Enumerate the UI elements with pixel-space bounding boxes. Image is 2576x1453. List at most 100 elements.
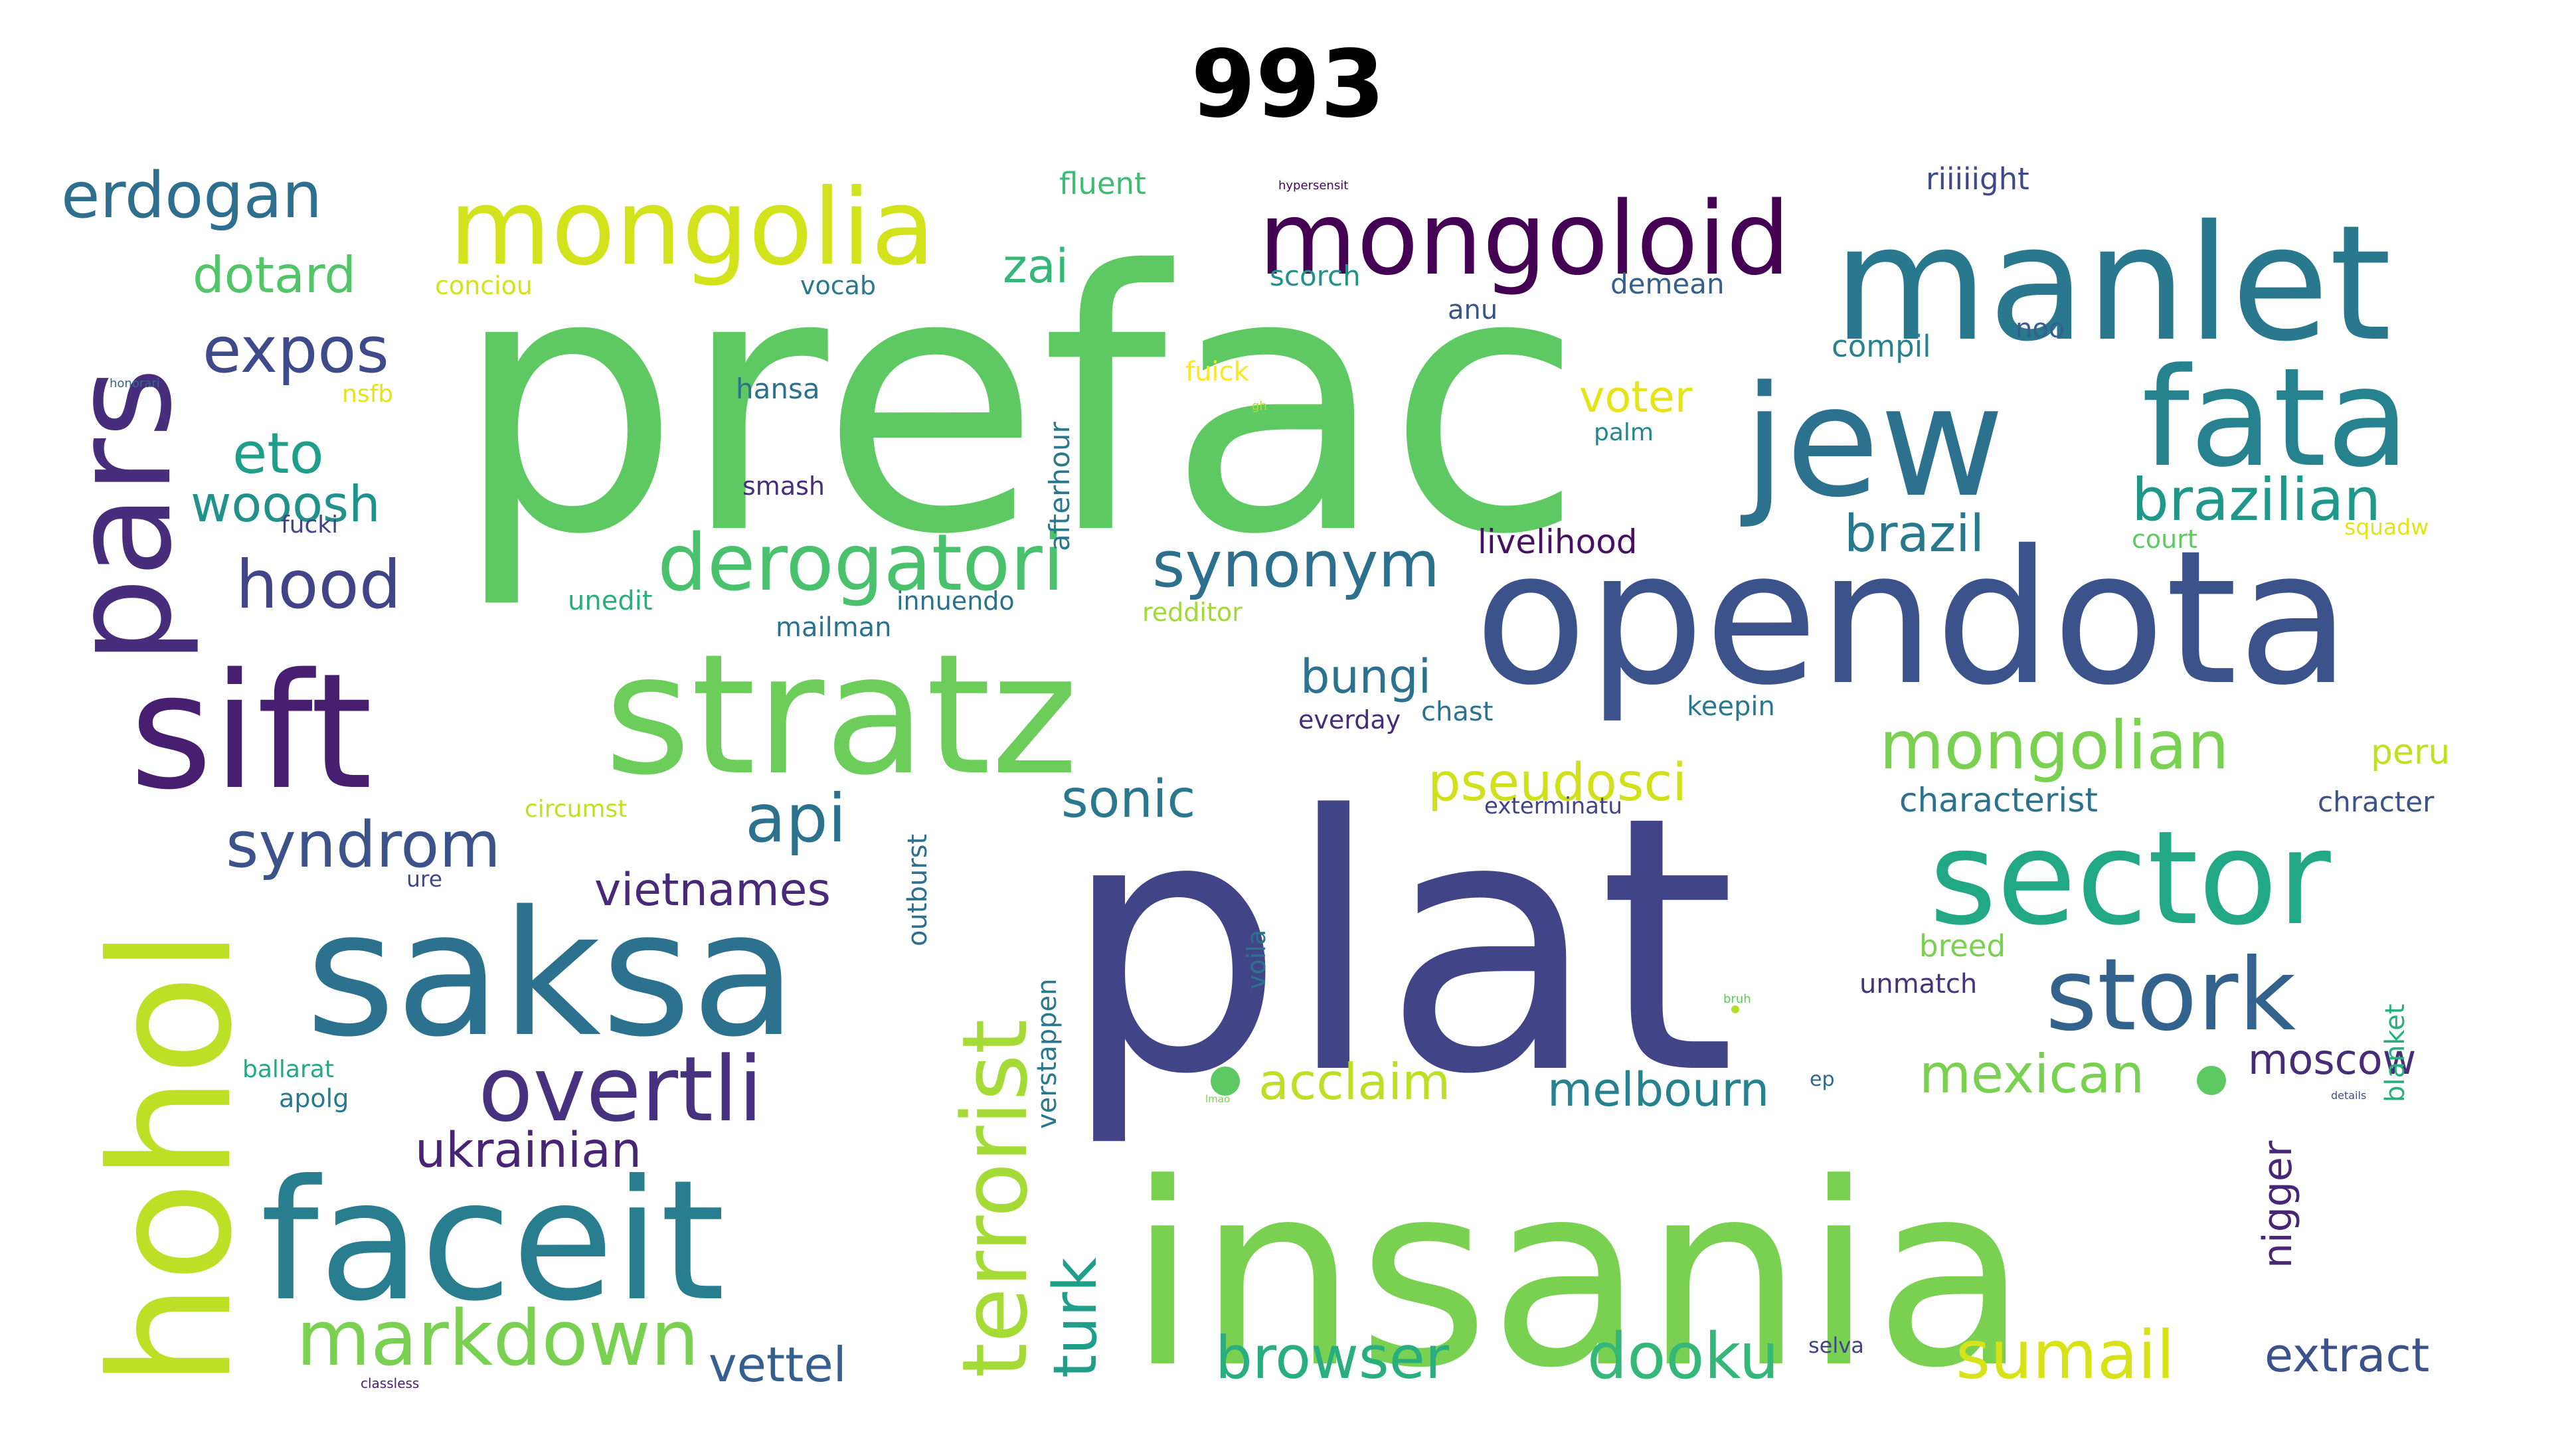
word-unmatch: unmatch — [1859, 969, 1977, 999]
word-everday: everday — [1298, 705, 1401, 734]
word-sift: sift — [129, 639, 373, 825]
word-faceit: faceit — [260, 1144, 725, 1337]
word-court: court — [2132, 525, 2197, 554]
word-lmao: lmao — [1205, 1093, 1230, 1105]
word-voila: voila — [1242, 930, 1271, 989]
word-mongoloid: mongoloid — [1258, 180, 1790, 298]
word-dot — [1731, 1005, 1739, 1013]
word-stork: stork — [2045, 938, 2296, 1053]
word-bungi: bungi — [1300, 649, 1431, 704]
word-nigger: nigger — [2255, 1140, 2301, 1268]
word-vietnames: vietnames — [594, 864, 831, 916]
word-api: api — [745, 780, 847, 857]
word-dot — [2197, 1066, 2226, 1095]
word-extract: extract — [2265, 1328, 2429, 1383]
word-derogatori: derogatori — [657, 517, 1065, 608]
word-dooku: dooku — [1587, 1320, 1779, 1393]
word-characterist: characterist — [1899, 781, 2098, 819]
word-innuendo: innuendo — [897, 586, 1015, 616]
word-mailman: mailman — [776, 612, 892, 643]
word-dot — [1211, 1067, 1240, 1096]
word-turk: turk — [1041, 1258, 1110, 1378]
word-riiiiight: riiiiight — [1926, 161, 2029, 197]
word-prefac: prefac — [453, 196, 1584, 613]
word-classless: classless — [361, 1375, 419, 1391]
word-demean: demean — [1610, 268, 1725, 300]
word-sumail: sumail — [1956, 1316, 2175, 1394]
word-keepin: keepin — [1687, 691, 1775, 722]
word-smash: smash — [742, 471, 825, 501]
word-overtli: overtli — [478, 1037, 763, 1142]
word-squadw: squadw — [2344, 514, 2429, 540]
word-dotard: dotard — [193, 246, 356, 304]
word-ep: ep — [1810, 1068, 1835, 1091]
word-livelihood: livelihood — [1478, 523, 1638, 561]
word-opendota: opendota — [1474, 511, 2351, 726]
word-afterhour: afterhour — [1043, 421, 1076, 551]
word-fata: fata — [2142, 339, 2410, 497]
word-apolg: apolg — [279, 1084, 349, 1113]
word-scorch: scorch — [1270, 260, 1361, 292]
word-manlet: manlet — [1833, 191, 2391, 377]
word-terrorist: terrorist — [943, 1019, 1047, 1378]
word-chracter: chracter — [2318, 786, 2435, 818]
word-noo: noo — [2016, 313, 2065, 344]
word-hansa: hansa — [736, 373, 820, 405]
word-voter: voter — [1579, 373, 1693, 422]
word-nsfb: nsfb — [342, 381, 393, 408]
word-breed: breed — [1919, 928, 2006, 964]
word-sector: sector — [1929, 803, 2332, 954]
word-pars: pars — [44, 367, 202, 664]
word-exterminatu: exterminatu — [1484, 793, 1622, 819]
word-saksa: saksa — [305, 875, 797, 1075]
word-vettel: vettel — [709, 1337, 847, 1393]
word-redditor: redditor — [1142, 598, 1243, 627]
word-syndrom: syndrom — [226, 809, 501, 882]
word-gh: gh — [1252, 399, 1267, 413]
word-mongolian: mongolian — [1879, 707, 2229, 784]
word-fuick: fuick — [1185, 357, 1250, 387]
word-conciou: conciou — [435, 271, 533, 300]
word-outburst: outburst — [902, 834, 933, 946]
word-anu: anu — [1448, 295, 1498, 325]
word-verstappen: verstappen — [1032, 978, 1063, 1129]
word-chast: chast — [1421, 697, 1493, 727]
word-acclaim: acclaim — [1258, 1053, 1450, 1111]
word-wooosh: wooosh — [191, 475, 381, 533]
word-mexican: mexican — [1919, 1043, 2144, 1105]
word-insania: insania — [1128, 1129, 2029, 1423]
word-vocab: vocab — [800, 271, 876, 300]
word-eto: eto — [232, 421, 324, 487]
word-selva: selva — [1808, 1333, 1864, 1358]
word-erdogan: erdogan — [61, 159, 322, 232]
word-markdown: markdown — [296, 1294, 699, 1383]
word-blanket: blanket — [2380, 1004, 2411, 1102]
word-moscow: moscow — [2248, 1035, 2416, 1084]
word-ure: ure — [406, 866, 442, 892]
word-mongolia: mongolia — [449, 167, 935, 289]
word-pseudosci: pseudosci — [1428, 753, 1687, 813]
word-fluent: fluent — [1059, 166, 1146, 201]
word-hohol: hohol — [75, 928, 268, 1388]
word-sonic: sonic — [1061, 770, 1195, 829]
word-browser: browser — [1215, 1324, 1450, 1392]
word-jew: jew — [1740, 354, 2005, 531]
word-honorari: honorari — [110, 377, 160, 390]
word-details: details — [2331, 1089, 2366, 1102]
word-hood: hood — [236, 546, 401, 624]
word-brazilian: brazilian — [2132, 466, 2381, 534]
word-unedit: unedit — [568, 586, 653, 616]
word-melbourn: melbourn — [1547, 1063, 1769, 1117]
word-zai: zai — [1003, 239, 1069, 294]
word-fucki: fucki — [281, 511, 338, 539]
word-ballarat: ballarat — [242, 1056, 334, 1083]
word-plat: plat — [1061, 741, 1736, 1151]
word-ukrainian: ukrainian — [415, 1122, 642, 1179]
word-stratz: stratz — [604, 618, 1078, 812]
word-circumst: circumst — [525, 796, 627, 823]
word-expos: expos — [203, 314, 389, 387]
word-bruh: bruh — [1723, 992, 1751, 1006]
word-peru: peru — [2371, 732, 2450, 772]
